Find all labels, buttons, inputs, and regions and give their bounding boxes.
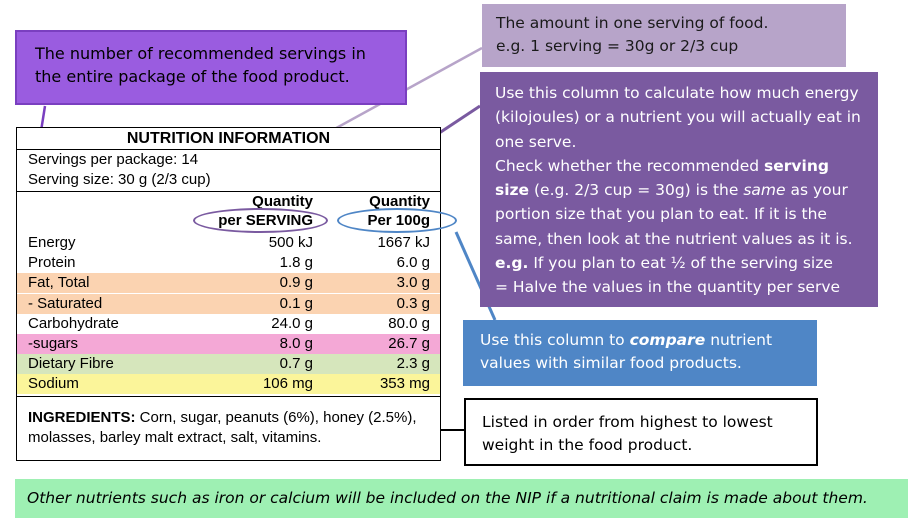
nutrient-row: Energy 500 kJ 1667 kJ: [17, 233, 440, 253]
per-serving-p1: Use this column to calculate how much en…: [495, 84, 861, 151]
nip-divider: [17, 191, 440, 192]
per-serving-p2-b: serving size: [495, 156, 829, 200]
per-100g-text-b: compare: [629, 331, 706, 349]
footer-text: Other nutrients such as iron or calcium …: [27, 489, 868, 507]
nutrient-per-100g-value: 3.0 g: [396, 274, 430, 292]
footer-note: Other nutrients such as iron or calcium …: [15, 479, 908, 518]
per-serving-highlight-ring: [193, 208, 328, 233]
nutrient-per-100g-value: 80.0 g: [388, 314, 430, 332]
per-serving-p2-e: as your portion size that you plan to ea…: [495, 181, 853, 248]
nutrient-per-serving-value: 24.0 g: [271, 314, 313, 332]
nutrient-per-serving-value: 1.8 g: [279, 254, 313, 272]
ingredients-order-text: Listed in order from highest to lowest w…: [482, 413, 773, 454]
per-100g-text-c: nutrient values with similar food produc…: [480, 331, 773, 372]
per-serving-callout: Use this column to calculate how much en…: [480, 72, 878, 307]
nutrient-row: Carbohydrate 24.0 g 80.0 g: [17, 313, 440, 334]
nutrient-label: Protein: [28, 254, 76, 272]
per-serving-p2-c: (e.g. 2/3 cup = 30g) is the: [529, 181, 744, 200]
col-per-serving-line1: Quantity: [252, 193, 313, 210]
serving-amount-callout: The amount in one serving of food. e.g. …: [482, 4, 846, 67]
nutrient-row: Protein 1.8 g 6.0 g: [17, 253, 440, 274]
nutrient-row: Fat, Total 0.9 g 3.0 g: [17, 273, 440, 294]
per-100g-callout: Use this column to compare nutrient valu…: [463, 320, 817, 386]
per-100g-text-a: Use this column to: [480, 331, 630, 349]
ingredients-label: INGREDIENTS:: [28, 409, 136, 426]
nip-divider: [17, 149, 440, 150]
nutrient-label: Sodium: [28, 375, 79, 393]
serving-size: Serving size: 30 g (2/3 cup): [28, 171, 211, 188]
nutrient-label: Fat, Total: [28, 274, 90, 292]
servings-per-package: Servings per package: 14: [28, 151, 199, 168]
nutrient-row: Dietary Fibre 0.7 g 2.3 g: [17, 354, 440, 375]
nutrient-row: -sugars 8.0 g 26.7 g: [17, 334, 440, 354]
serving-amount-line1: The amount in one serving of food.: [496, 14, 769, 32]
per-serving-p4: = Halve the values in the quantity per s…: [495, 278, 841, 297]
per-serving-p3-b: If you plan to eat ½ of the serving size: [528, 254, 833, 273]
nutrient-per-serving-value: 0.1 g: [279, 294, 313, 312]
nutrition-information-panel: NUTRITION INFORMATION Servings per packa…: [16, 127, 457, 461]
nutrient-row: - Saturated 0.1 g 0.3 g: [17, 293, 440, 314]
servings-per-package-callout: The number of recommended servings in th…: [15, 30, 407, 105]
nutrient-per-100g-value: 1667 kJ: [377, 234, 430, 251]
nutrient-label: Dietary Fibre: [28, 355, 114, 373]
per-serving-p3: e.g. If you plan to eat ½ of the serving…: [495, 251, 863, 275]
nutrient-per-100g-value: 353 mg: [379, 375, 430, 393]
nutrient-per-serving-value: 0.9 g: [279, 274, 313, 292]
nutrient-label: Energy: [28, 234, 76, 251]
nutrient-per-100g-value: 2.3 g: [396, 355, 430, 373]
per-serving-p2: Check whether the recommended serving si…: [495, 154, 863, 251]
per-serving-p2-a: Check whether the recommended: [495, 156, 765, 175]
nutrient-per-100g-value: 6.0 g: [396, 254, 430, 272]
nutrient-per-serving-value: 0.7 g: [279, 355, 313, 373]
serving-amount-line2: e.g. 1 serving = 30g or 2/3 cup: [496, 37, 739, 55]
nutrient-label: Carbohydrate: [28, 314, 119, 332]
ingredients-order-callout: Listed in order from highest to lowest w…: [464, 398, 818, 466]
nutrient-per-serving-value: 500 kJ: [268, 234, 313, 251]
ingredients-text: Corn, sugar, peanuts (6%), honey (2.5%),…: [28, 409, 417, 446]
col-per-100g-line1: Quantity: [369, 193, 430, 210]
nutrient-label: -sugars: [28, 335, 79, 352]
ingredients-list: INGREDIENTS: Corn, sugar, peanuts (6%), …: [28, 408, 432, 448]
nutrient-label: - Saturated: [28, 294, 103, 312]
nutrient-per-100g-value: 26.7 g: [388, 335, 430, 352]
nip-title: NUTRITION INFORMATION: [126, 130, 331, 147]
per-serving-p3-a: e.g.: [495, 254, 529, 273]
servings-per-package-text: The number of recommended servings in th…: [35, 44, 366, 86]
nip-divider: [17, 396, 440, 397]
per-serving-p2-d: same: [743, 181, 786, 200]
nutrient-per-100g-value: 0.3 g: [396, 294, 430, 312]
nutrient-row: Sodium 106 mg 353 mg: [17, 374, 440, 395]
nutrient-per-serving-value: 8.0 g: [279, 335, 313, 352]
nutrient-per-serving-value: 106 mg: [262, 375, 313, 393]
per-100g-highlight-ring: [337, 208, 457, 233]
